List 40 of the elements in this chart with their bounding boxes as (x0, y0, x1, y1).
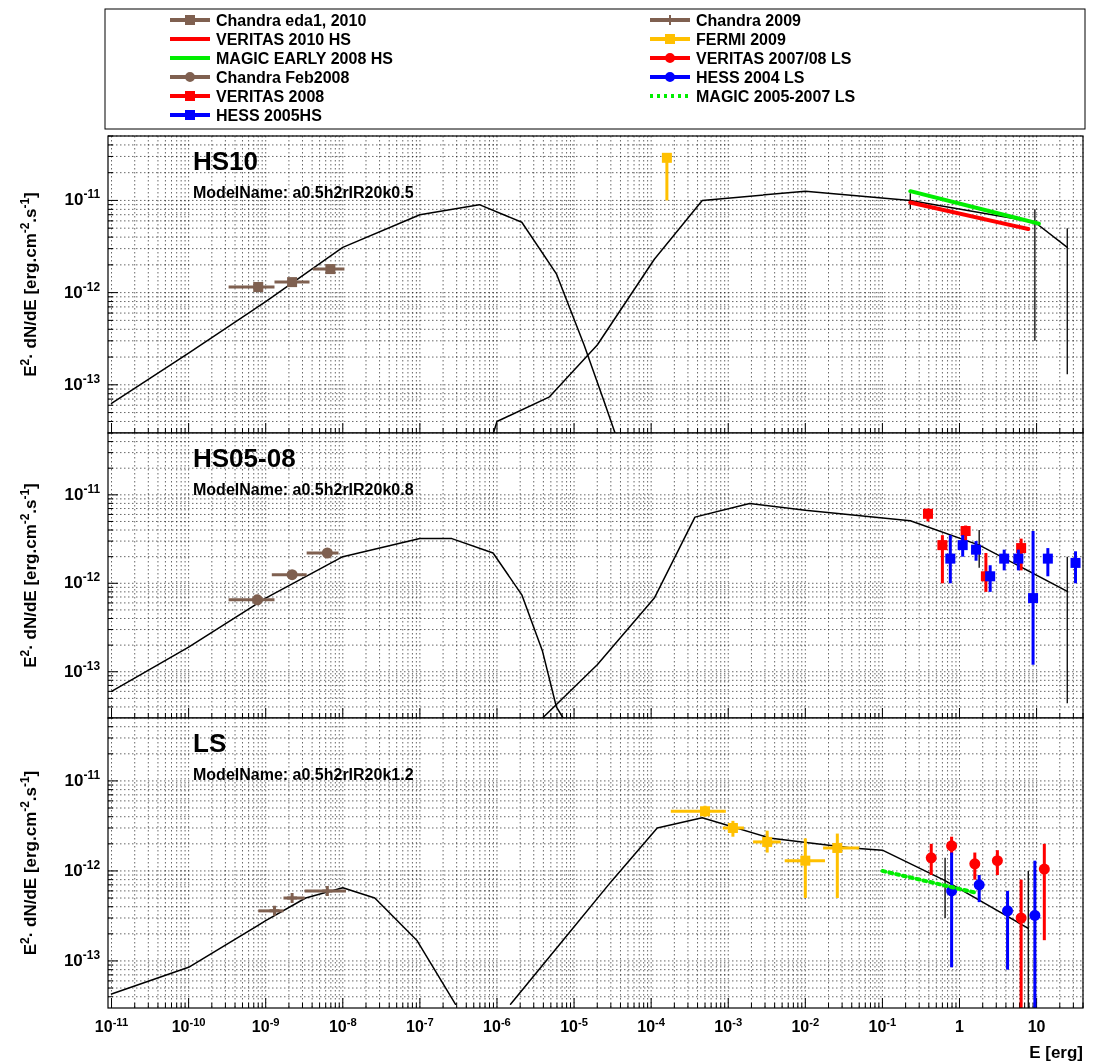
y-tick-label: 10$^{-12}$ (63, 857, 101, 880)
chart-title: HS05-08 (193, 443, 296, 473)
x-tick-label: 10$^{-3}$ (714, 1016, 743, 1035)
legend-label: FERMI 2009 (696, 31, 786, 48)
x-axis-title: E [erg] (1029, 1043, 1083, 1061)
legend-label: Chandra eda1, 2010 (216, 12, 367, 29)
y-tick-label: 10$^{-13}$ (63, 658, 101, 681)
x-tick-label: 10$^{-9}$ (251, 1016, 280, 1035)
x-tick-label: 10$^{-1}$ (868, 1016, 897, 1035)
x-tick-label: 10$^{-8}$ (328, 1016, 357, 1035)
x-tick-label: 10 (1027, 1018, 1046, 1035)
y-tick-label: 10$^{-11}$ (64, 481, 101, 504)
y-tick-label: 10$^{-12}$ (63, 570, 101, 593)
y-tick-label: 10$^{-11}$ (64, 767, 101, 790)
legend-label: Chandra Feb2008 (216, 69, 350, 86)
text: ModelName: a0.5h2rIR20k1.2 (193, 766, 414, 783)
x-tick-label: 10$^{-10}$ (171, 1016, 206, 1035)
x-tick-label: 10$^{-7}$ (406, 1016, 434, 1035)
y-tick-label: 10$^{-11}$ (64, 187, 101, 210)
legend-label: VERITAS 2008 (216, 88, 325, 105)
x-tick-label: 1 (955, 1018, 965, 1035)
legend-label: VERITAS 2010 HS (216, 31, 352, 48)
text: ModelName: a0.5h2rIR20k0.8 (193, 481, 414, 498)
x-tick-label: 10$^{-6}$ (483, 1016, 511, 1035)
legend-label: MAGIC 2005-2007 LS (696, 88, 856, 105)
legend-label: Chandra 2009 (696, 12, 802, 29)
y-tick-label: 10$^{-12}$ (63, 279, 101, 302)
y-tick-label: 10$^{-13}$ (63, 371, 101, 394)
legend-label: HESS 2004 LS (696, 69, 805, 86)
chart-title: HS10 (193, 146, 259, 176)
x-tick-label: 10$^{-2}$ (791, 1016, 820, 1035)
chart-title: LS (193, 728, 227, 758)
x-tick-label: 10$^{-11}$ (94, 1016, 129, 1035)
y-tick-label: 10$^{-13}$ (63, 947, 101, 970)
legend-label: VERITAS 2007/08 LS (696, 50, 852, 67)
x-tick-label: 10$^{-4}$ (637, 1016, 666, 1035)
x-tick-label: 10$^{-5}$ (560, 1016, 588, 1035)
legend-label: HESS 2005HS (216, 107, 323, 124)
text: ModelName: a0.5h2rIR20k0.5 (193, 184, 414, 201)
legend-label: MAGIC EARLY 2008 HS (216, 50, 394, 67)
